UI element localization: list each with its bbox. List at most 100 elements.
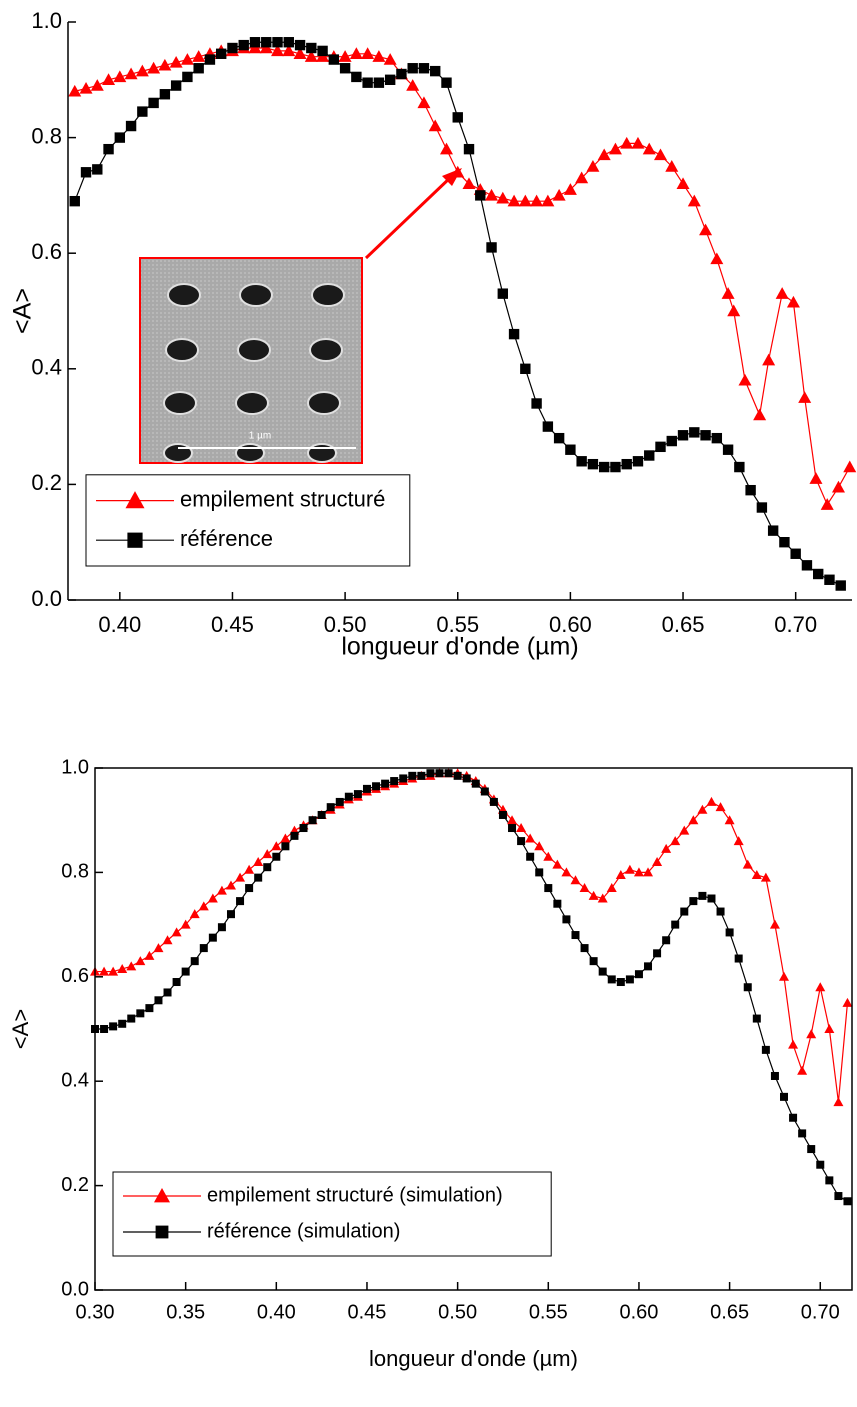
marker xyxy=(824,1024,835,1033)
marker xyxy=(145,1004,154,1013)
marker xyxy=(159,89,171,100)
legend-label: empilement structuré (simulation) xyxy=(207,1184,503,1206)
marker xyxy=(125,120,137,132)
series-line xyxy=(95,772,848,1202)
marker xyxy=(236,897,245,906)
marker xyxy=(688,815,699,825)
marker xyxy=(742,859,753,869)
marker xyxy=(544,884,553,893)
marker xyxy=(204,54,216,65)
marker xyxy=(353,790,362,799)
marker xyxy=(813,568,824,580)
x-tick-label: 0.65 xyxy=(710,1301,749,1323)
marker xyxy=(680,907,689,916)
marker xyxy=(534,841,545,851)
marker xyxy=(835,580,846,591)
marker xyxy=(426,769,435,778)
marker xyxy=(643,867,654,877)
marker xyxy=(666,435,677,447)
marker xyxy=(144,950,155,960)
marker xyxy=(615,870,626,880)
marker xyxy=(272,37,283,48)
marker xyxy=(344,792,353,801)
marker xyxy=(631,136,645,149)
marker xyxy=(756,502,768,513)
marker xyxy=(362,77,373,88)
marker xyxy=(801,560,813,571)
marker xyxy=(306,42,317,54)
marker xyxy=(109,1022,118,1031)
marker xyxy=(815,982,826,992)
marker xyxy=(399,774,408,783)
marker xyxy=(775,287,789,299)
x-tick-label: 0.40 xyxy=(257,1301,296,1323)
marker xyxy=(507,194,521,207)
marker xyxy=(727,304,741,317)
marker xyxy=(770,1071,779,1080)
marker xyxy=(189,909,200,919)
y-tick-label: 0.4 xyxy=(61,1069,89,1091)
marker xyxy=(408,771,417,780)
marker xyxy=(462,774,471,783)
marker xyxy=(153,943,164,953)
marker xyxy=(172,978,181,987)
marker xyxy=(588,890,599,900)
marker xyxy=(665,160,679,172)
marker xyxy=(326,803,335,812)
y-tick-label: 0.8 xyxy=(31,123,62,148)
marker xyxy=(208,933,217,942)
legend-marker xyxy=(127,532,143,548)
marker xyxy=(722,444,734,455)
marker xyxy=(147,61,161,74)
marker xyxy=(751,870,762,880)
marker xyxy=(543,851,554,861)
x-tick-label: 0.70 xyxy=(774,612,817,637)
series-line xyxy=(74,47,851,506)
marker xyxy=(407,63,418,74)
marker xyxy=(271,841,282,851)
marker xyxy=(734,954,743,963)
marker xyxy=(707,894,716,903)
marker xyxy=(362,784,371,793)
marker xyxy=(553,899,562,908)
marker xyxy=(383,53,397,65)
plot-area xyxy=(95,772,849,1202)
marker xyxy=(304,50,318,62)
marker xyxy=(679,825,690,835)
marker xyxy=(69,195,80,207)
marker xyxy=(272,852,281,861)
marker xyxy=(338,50,352,62)
marker xyxy=(562,915,571,924)
marker xyxy=(786,295,800,308)
y-axis-title: <A> xyxy=(8,1009,33,1049)
inset-image: 1 µm xyxy=(139,257,363,464)
legend-marker xyxy=(155,1225,169,1239)
marker xyxy=(743,983,752,992)
marker xyxy=(571,931,580,940)
marker xyxy=(496,191,510,204)
legend-label: empilement structuré xyxy=(180,486,385,511)
marker xyxy=(463,143,475,155)
marker xyxy=(779,971,790,981)
marker xyxy=(798,391,812,403)
marker xyxy=(779,537,790,548)
marker xyxy=(632,456,644,467)
marker xyxy=(261,37,272,48)
marker xyxy=(190,957,199,966)
marker xyxy=(244,864,255,874)
marker xyxy=(294,39,306,51)
marker xyxy=(215,48,227,59)
inset-arrow xyxy=(364,168,462,260)
marker xyxy=(789,1113,798,1122)
marker xyxy=(824,574,835,585)
marker xyxy=(634,970,643,979)
marker xyxy=(565,444,576,455)
marker xyxy=(317,45,328,57)
marker xyxy=(148,97,159,109)
marker xyxy=(769,919,780,929)
marker xyxy=(507,815,518,825)
marker xyxy=(586,160,600,172)
x-tick-label: 0.45 xyxy=(348,1301,387,1323)
x-tick-label: 0.50 xyxy=(324,612,367,637)
